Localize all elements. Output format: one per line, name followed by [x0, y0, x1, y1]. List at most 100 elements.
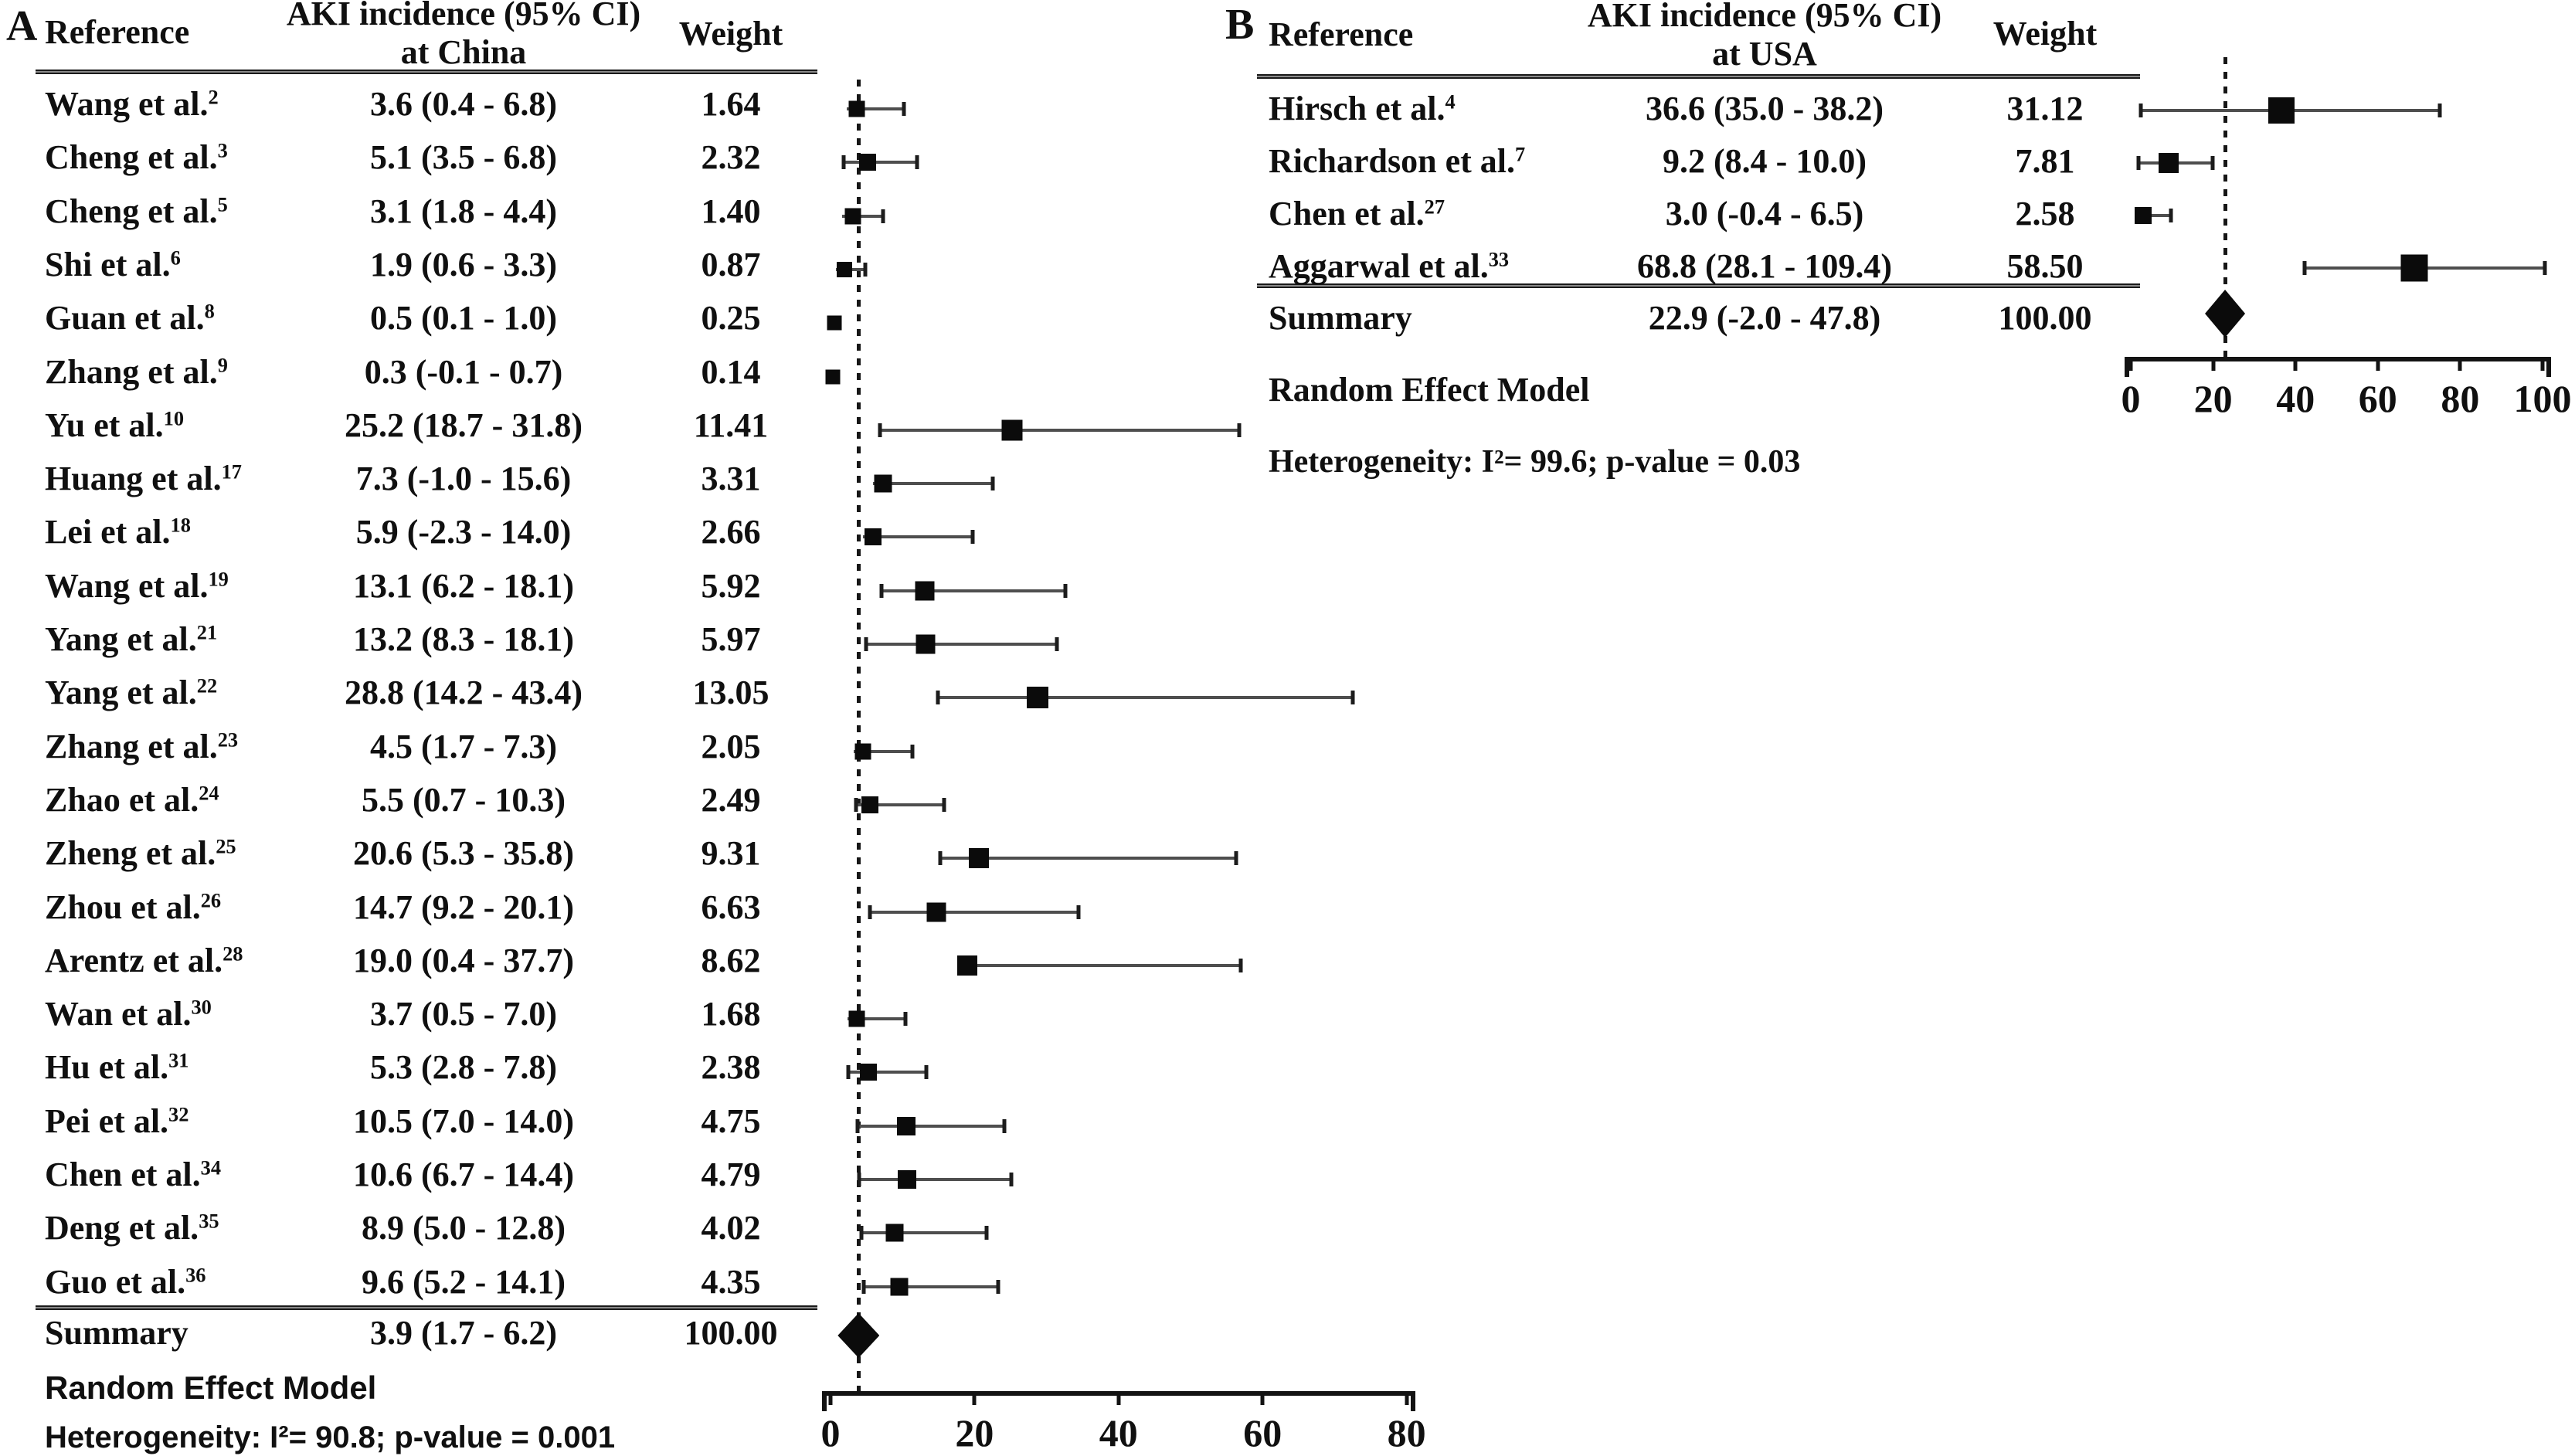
forest-square — [968, 848, 989, 869]
incidence-value: 0.3 (-0.1 - 0.7) — [364, 352, 563, 391]
study-name: Chen et al. — [1269, 195, 1425, 232]
study-reference-number: 32 — [168, 1102, 189, 1126]
study-name: Hu et al. — [45, 1048, 169, 1087]
study-name: Yu et al. — [45, 406, 164, 444]
header-rule — [1257, 74, 2140, 79]
forest-square — [916, 634, 936, 654]
incidence-value: 19.0 (0.4 - 37.7) — [353, 941, 574, 979]
study-reference-number: 23 — [217, 728, 239, 752]
ci-whisker — [848, 1017, 907, 1021]
ci-whisker — [854, 803, 946, 806]
ci-whisker — [841, 161, 919, 165]
study-reference-number: 27 — [1424, 195, 1445, 219]
study-reference: Yang et al.21 — [45, 622, 217, 657]
weight-value: 0.14 — [701, 352, 761, 391]
x-axis-tick — [828, 1391, 833, 1405]
forest-square — [957, 955, 978, 976]
ci-cap-left — [846, 1065, 850, 1080]
ci-whisker — [878, 428, 1242, 432]
incidence-value: 25.2 (18.7 - 31.8) — [345, 406, 583, 444]
study-reference: Arentz et al.28 — [45, 943, 243, 978]
summary-incidence-value: 22.9 (-2.0 - 47.8) — [1648, 299, 1881, 337]
incidence-value: 10.6 (6.7 - 14.4) — [353, 1156, 574, 1193]
axis-tick-label: 40 — [2276, 377, 2315, 420]
x-axis-tick — [2293, 357, 2298, 371]
ci-cap-right — [1238, 958, 1243, 972]
study-reference: Guo et al.36 — [45, 1262, 206, 1301]
weight-value: 1.40 — [701, 192, 761, 230]
study-reference: Huang et al.17 — [45, 461, 242, 496]
panel-label: A — [6, 2, 38, 50]
incidence-value: 5.3 (2.8 - 7.8) — [370, 1048, 557, 1087]
weight-value: 58.50 — [2006, 247, 2084, 285]
study-name: Zhang et al. — [45, 352, 218, 391]
ci-cap-right — [990, 477, 995, 491]
summary-weight-value: 100.00 — [684, 1314, 778, 1352]
incidence-value: 3.1 (1.8 - 4.4) — [370, 192, 557, 230]
incidence-value: 5.5 (0.7 - 10.3) — [362, 780, 566, 819]
incidence-value: 5.9 (-2.3 - 14.0) — [355, 513, 572, 552]
incidence-value: 36.6 (35.0 - 38.2) — [1646, 90, 1884, 127]
ci-cap-right — [924, 1065, 929, 1080]
column-header-incidence-title: AKI incidence (95% CI) — [1587, 0, 1942, 34]
x-axis-tick — [2540, 357, 2545, 371]
study-reference: Chen et al.34 — [45, 1156, 222, 1193]
ci-cap-right — [1055, 637, 1058, 651]
forest-square — [926, 902, 946, 921]
study-reference: Richardson et al.7 — [1269, 144, 1525, 178]
weight-value: 4.02 — [701, 1209, 761, 1247]
forest-square — [848, 1010, 865, 1027]
incidence-value: 10.5 (7.0 - 14.0) — [353, 1101, 574, 1140]
study-reference-number: 31 — [168, 1048, 189, 1072]
study-reference-number: 7 — [1515, 142, 1526, 166]
ci-cap-right — [984, 1226, 989, 1240]
study-reference-number: 36 — [185, 1263, 206, 1287]
ci-cap-right — [1009, 1173, 1014, 1186]
forest-square — [858, 154, 876, 171]
study-reference-number: 30 — [191, 995, 212, 1019]
column-header-reference: Reference — [1269, 15, 1414, 53]
ci-cap-left — [841, 155, 846, 170]
weight-value: 4.35 — [701, 1262, 761, 1301]
ci-cap-right — [863, 262, 868, 277]
study-reference: Yang et al.22 — [45, 676, 217, 710]
x-axis-endcap-left — [822, 1391, 827, 1411]
ci-cap-right — [881, 209, 885, 223]
x-axis-tick — [1116, 1391, 1121, 1405]
ci-whisker — [872, 482, 995, 486]
ci-cap-right — [1002, 1118, 1007, 1133]
ci-cap-left — [2136, 156, 2141, 170]
ci-whisker — [880, 589, 1067, 592]
study-reference-number: 34 — [200, 1156, 222, 1179]
incidence-value: 5.1 (3.5 - 6.8) — [370, 138, 557, 177]
weight-value: 2.38 — [701, 1048, 761, 1087]
ci-whisker — [858, 1178, 1013, 1181]
weight-value: 4.79 — [701, 1156, 761, 1193]
x-axis-endcap-right — [1411, 1391, 1415, 1411]
study-name: Zhou et al. — [45, 888, 201, 926]
study-name: Chen et al. — [45, 1156, 201, 1193]
study-name: Zheng et al. — [45, 834, 216, 873]
forest-square — [2268, 97, 2295, 124]
study-name: Yang et al. — [45, 674, 197, 712]
study-reference: Yu et al.10 — [45, 406, 184, 444]
ci-cap-left — [854, 797, 858, 812]
forest-square — [1027, 687, 1049, 709]
study-reference-number: 22 — [196, 674, 218, 697]
summary-diamond — [837, 1313, 880, 1358]
axis-tick-label: 20 — [2193, 377, 2233, 420]
study-name: Guo et al. — [45, 1262, 186, 1301]
ci-cap-right — [2437, 104, 2442, 117]
forest-square — [864, 528, 882, 546]
ci-cap-right — [2169, 209, 2173, 222]
study-reference-number: 33 — [1488, 247, 1510, 271]
study-name: Pei et al. — [45, 1101, 169, 1140]
panel-label: B — [1225, 1, 1255, 49]
x-axis-tick — [2458, 357, 2462, 371]
forest-square — [836, 261, 852, 277]
incidence-value: 3.0 (-0.4 - 6.5) — [1665, 195, 1864, 232]
incidence-value: 13.2 (8.3 - 18.1) — [353, 620, 574, 658]
study-reference-number: 4 — [1445, 90, 1456, 114]
axis-tick-label: 60 — [2358, 377, 2397, 420]
